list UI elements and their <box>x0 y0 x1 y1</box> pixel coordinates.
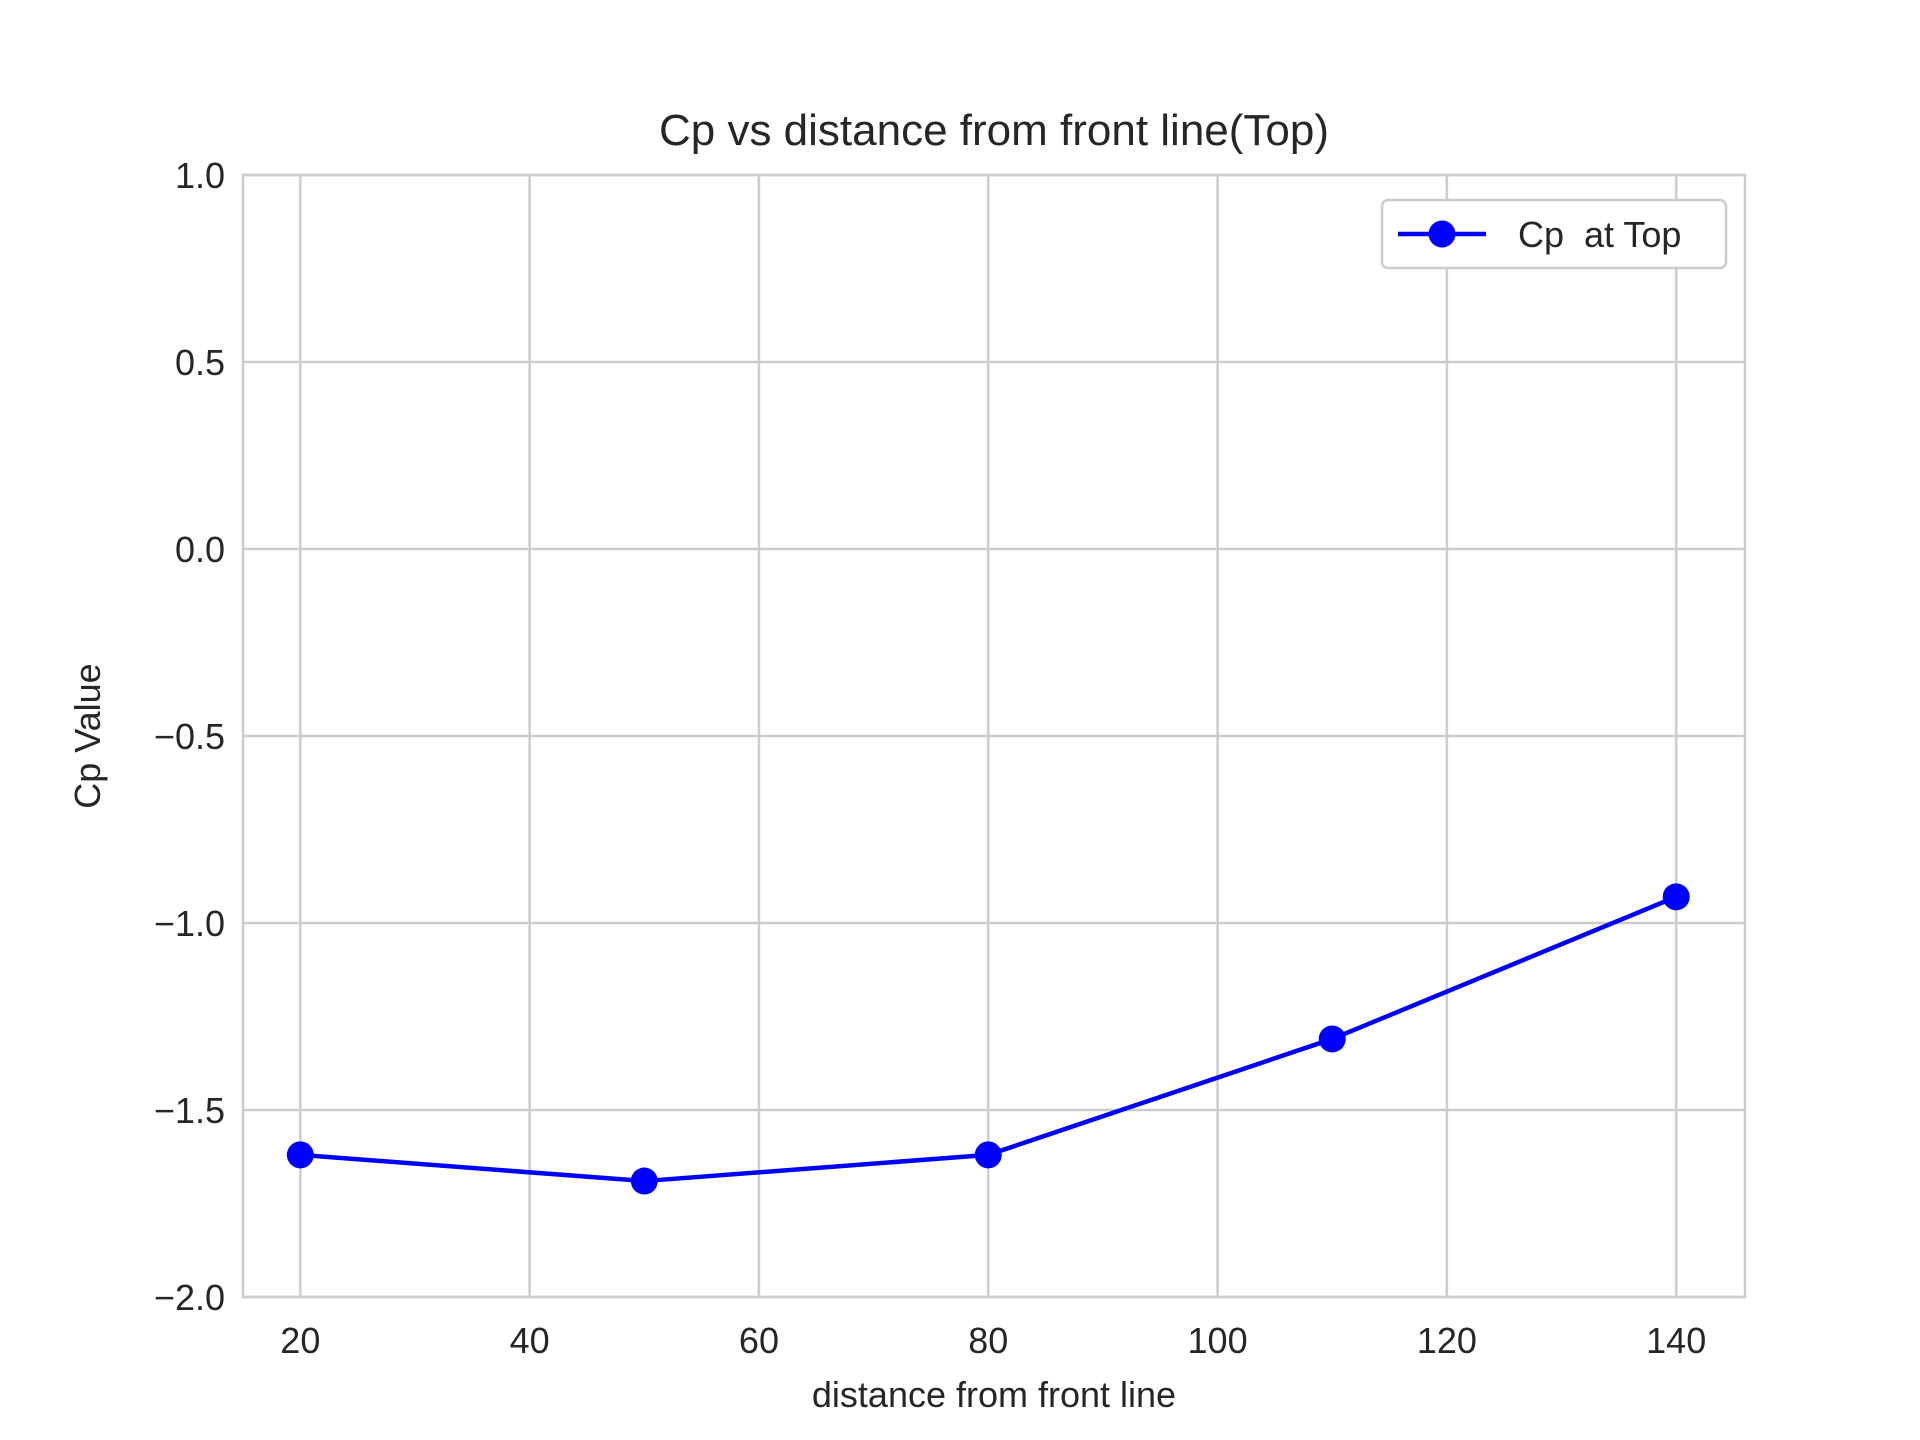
grid-layer <box>243 173 1745 1299</box>
plot-area-frame <box>241 173 1747 1299</box>
x-axis-label: distance from front line <box>812 1374 1176 1415</box>
data-point <box>1662 883 1690 911</box>
y-tick-label: 0.0 <box>175 529 225 570</box>
x-tick-label: 140 <box>1646 1320 1706 1361</box>
legend-marker-swatch <box>1428 220 1456 248</box>
y-tick-label: −2.0 <box>154 1277 225 1318</box>
y-tick-label: −0.5 <box>154 716 225 757</box>
x-tick-label: 100 <box>1188 1320 1248 1361</box>
x-tick-label: 20 <box>280 1320 320 1361</box>
y-axis-label: Cp Value <box>67 663 108 808</box>
y-tick-label: 1.0 <box>175 155 225 196</box>
data-point <box>1318 1025 1346 1053</box>
y-tick-label: −1.0 <box>154 903 225 944</box>
y-tick-label: 0.5 <box>175 342 225 383</box>
data-point <box>974 1141 1002 1169</box>
x-tick-label: 60 <box>739 1320 779 1361</box>
tick-label-layer: 20 40 60 80 100 120 140 −2.0 −1.5 −1.0 −0.5 0.0 0.5 1… <box>154 155 1706 1361</box>
y-tick-label: −1.5 <box>154 1090 225 1131</box>
chart-title: Cp vs distance from front line(Top) <box>659 106 1329 155</box>
series-layer <box>286 883 1690 1195</box>
legend-entry-label: Cp at Top <box>1518 214 1681 255</box>
data-point <box>286 1141 314 1169</box>
x-tick-label: 80 <box>968 1320 1008 1361</box>
data-point <box>630 1167 658 1195</box>
legend-box <box>1380 198 1728 270</box>
x-tick-label: 120 <box>1417 1320 1477 1361</box>
legend: Cp at Top <box>1380 198 1728 270</box>
x-tick-label: 40 <box>510 1320 550 1361</box>
